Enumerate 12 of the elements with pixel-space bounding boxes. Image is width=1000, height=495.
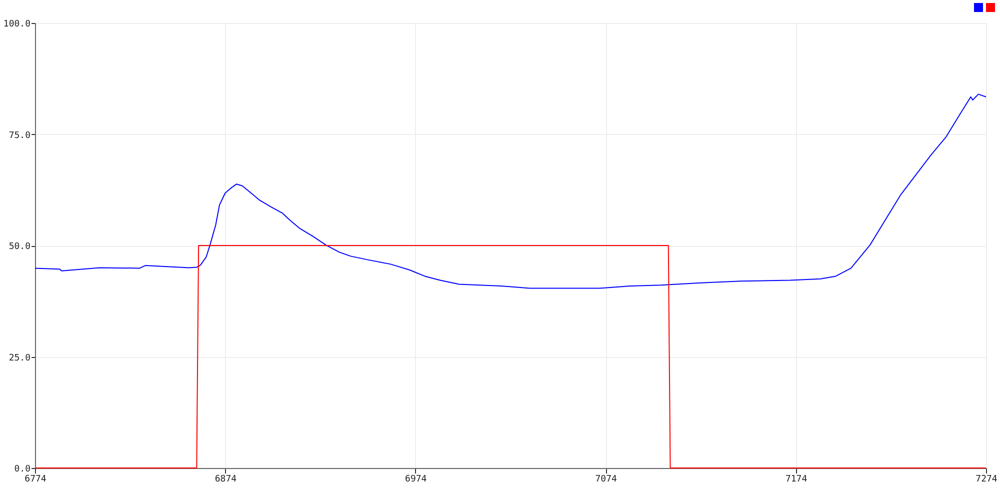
y-tick-label: 50.0 bbox=[8, 242, 30, 252]
y-tick-label: 75.0 bbox=[8, 130, 30, 141]
line-series bbox=[34, 94, 986, 289]
y-tick-label: 25.0 bbox=[8, 353, 30, 364]
y-tick-label: 100.0 bbox=[3, 20, 30, 30]
x-tick-label: 6974 bbox=[405, 474, 427, 484]
x-tick-label: 6774 bbox=[24, 474, 46, 484]
x-tick-label: 6874 bbox=[214, 474, 237, 484]
y-tick-label: 0.0 bbox=[14, 464, 30, 474]
x-tick-label: 7174 bbox=[785, 474, 808, 484]
x-tick-label: 7074 bbox=[595, 474, 617, 484]
x-tick-label: 7274 bbox=[976, 474, 998, 484]
